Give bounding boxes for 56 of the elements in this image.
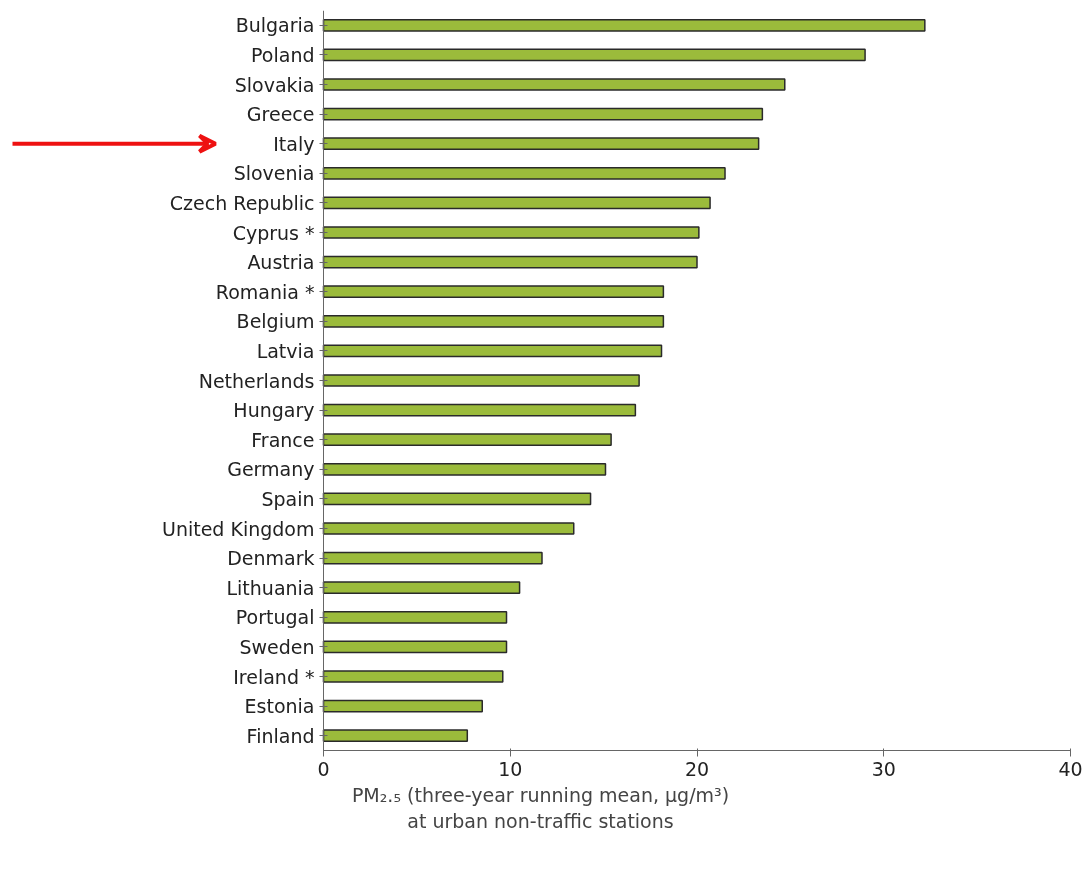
y-tick-label: Spain (261, 487, 315, 510)
bar (322, 18, 926, 32)
y-tick-label: Portugal (235, 606, 315, 629)
bar (322, 374, 640, 387)
y-tick-label: Greece (246, 103, 315, 126)
bar (322, 285, 665, 299)
y-tick-label: Ireland * (233, 665, 315, 688)
y-tick-label: Slovakia (234, 73, 315, 96)
bar (322, 670, 504, 683)
bar (322, 522, 575, 535)
y-tick-label: Belgium (236, 310, 315, 333)
y-tick-label: Denmark (227, 547, 315, 570)
bar (322, 699, 483, 713)
x-tick-label: 10 (498, 757, 523, 780)
y-tick-label: Latvia (256, 339, 315, 362)
y-tick-label: Italy (273, 132, 315, 155)
bar (322, 137, 760, 151)
y-tick-label: Finland (246, 724, 315, 747)
bar (322, 48, 866, 62)
bar (322, 166, 726, 180)
y-tick-label: Lithuania (226, 576, 315, 599)
bar (322, 314, 665, 328)
bar (322, 610, 508, 624)
y-tick-label: Hungary (233, 399, 315, 422)
y-tick-label: Austria (247, 251, 315, 274)
x-tick-label: 30 (871, 757, 896, 780)
y-tick-label: Estonia (244, 695, 315, 718)
bar (322, 729, 469, 743)
y-tick-label: Germany (227, 458, 315, 481)
y-tick-label: Sweden (239, 635, 315, 658)
bar (322, 581, 521, 595)
bar (322, 492, 592, 506)
x-tick-label: 0 (317, 757, 330, 780)
x-tick-label: 40 (1058, 757, 1083, 780)
bar (322, 226, 700, 239)
bar (322, 403, 637, 417)
y-tick-label: Bulgaria (235, 14, 315, 37)
bar (322, 462, 607, 476)
bar (322, 344, 663, 358)
x-tick-label: 20 (684, 757, 710, 780)
y-tick-label: United Kingdom (162, 517, 315, 540)
bar (322, 78, 786, 91)
bar (322, 640, 508, 654)
y-tick-label: Czech Republic (169, 191, 315, 214)
x-axis-title: PM₂.₅ (three-year running mean, µg/m³) at urban non-traffic stations (351, 783, 730, 832)
bar (322, 107, 764, 121)
y-tick-label: Slovenia (233, 162, 315, 185)
y-tick-label: Poland (251, 43, 315, 66)
bar (322, 551, 543, 565)
y-tick-label: France (251, 428, 315, 451)
y-tick-label: Cyprus * (232, 221, 315, 244)
bar (322, 255, 698, 269)
y-tick-label: Netherlands (198, 369, 315, 392)
bar (322, 433, 612, 447)
y-tick-label: Romania * (215, 280, 315, 303)
bar (322, 196, 711, 210)
